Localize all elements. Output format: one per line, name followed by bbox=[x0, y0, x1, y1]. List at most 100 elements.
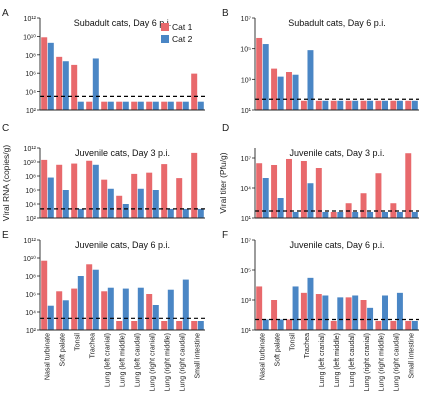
bar-cat1 bbox=[271, 164, 278, 218]
y-tick-label: 10⁵ bbox=[240, 268, 251, 275]
bar-cat2 bbox=[182, 101, 189, 110]
bar-cat2 bbox=[411, 320, 418, 330]
panel-d: D Juvenile cats, Day 3 p.i. 10¹ 10⁴ 10⁷ Viral… bbox=[218, 123, 419, 223]
bar-cat2 bbox=[337, 297, 344, 330]
y-tick-label: 10¹² bbox=[24, 16, 37, 23]
bar-cat1 bbox=[116, 101, 123, 110]
x-tick-label: Lung (right cranial) bbox=[364, 333, 371, 391]
y-tick-label: 10⁴ bbox=[240, 186, 251, 193]
bar-cat1 bbox=[405, 100, 412, 110]
bar-cat2 bbox=[107, 188, 114, 218]
bar-cat2 bbox=[182, 208, 189, 218]
y-tick-label: 10⁴ bbox=[25, 310, 36, 317]
bar-cat1 bbox=[86, 264, 93, 330]
panel-title: Subadult cats, Day 6 p.i. bbox=[288, 18, 386, 28]
bar-cat1 bbox=[300, 161, 307, 218]
bar-cat2 bbox=[337, 211, 344, 218]
panel-a: A Subadult cats, Day 6 p.i. 10² 10⁴ 10⁶ 10⁸ 10… bbox=[2, 8, 205, 115]
bar-cat1 bbox=[191, 321, 198, 330]
bar-cat1 bbox=[101, 179, 108, 218]
bar-cat2 bbox=[47, 177, 54, 218]
bar-cat1 bbox=[330, 211, 337, 218]
bar-cat2 bbox=[292, 286, 299, 330]
bar-cat2 bbox=[77, 101, 84, 110]
bar-cat2 bbox=[137, 287, 144, 330]
bar-cat1 bbox=[176, 178, 183, 218]
bar-cat1 bbox=[405, 153, 412, 218]
bar-cat2 bbox=[322, 295, 329, 330]
bar-cat1 bbox=[390, 100, 397, 110]
x-tick-label: Lung (right middle) bbox=[165, 333, 172, 391]
bar-cat2 bbox=[77, 208, 84, 218]
panel-letter: D bbox=[222, 123, 229, 134]
x-tick-label: Small intestine bbox=[409, 333, 416, 379]
bar-cat1 bbox=[271, 300, 278, 330]
bar-cat1 bbox=[161, 164, 168, 218]
bar-cat1 bbox=[176, 101, 183, 110]
bar-cat1 bbox=[56, 291, 63, 330]
x-tick-label: Lung (left middle) bbox=[334, 333, 341, 387]
bar-cat1 bbox=[256, 286, 263, 330]
bar-cat2 bbox=[307, 183, 314, 218]
x-tick-label: Nasal turbinate bbox=[45, 333, 52, 380]
bar-cat1 bbox=[86, 160, 93, 218]
bar-cat2 bbox=[137, 101, 144, 110]
x-tick-label: Nasal turbinate bbox=[259, 333, 266, 380]
panel-letter: F bbox=[222, 230, 228, 241]
bar-cat1 bbox=[330, 320, 337, 330]
bar-cat1 bbox=[390, 203, 397, 218]
bar-cat2 bbox=[337, 100, 344, 110]
bar-cat1 bbox=[286, 72, 292, 110]
bar-cat1 bbox=[146, 294, 153, 330]
bar-cat2 bbox=[152, 101, 159, 110]
bar-cat2 bbox=[307, 50, 314, 110]
bar-cat2 bbox=[411, 211, 418, 218]
bar-cat1 bbox=[256, 37, 263, 110]
x-tick-label: Trachea bbox=[90, 333, 97, 359]
bar-cat2 bbox=[277, 319, 284, 330]
bar-cat1 bbox=[161, 101, 168, 110]
bar-cat1 bbox=[71, 288, 78, 330]
panel-f: F Juvenile cats, Day 6 p.i. 10¹ 10³ 10⁵ 10⁷ Na… bbox=[222, 230, 419, 391]
y-tick-label: 10⁶ bbox=[25, 188, 36, 195]
bar-cat2 bbox=[262, 319, 269, 330]
bar-cat2 bbox=[352, 100, 359, 110]
bar-cat1 bbox=[41, 260, 48, 330]
bar-cat1 bbox=[191, 152, 198, 218]
legend-label: Cat 1 bbox=[172, 22, 193, 32]
bar-cat1 bbox=[41, 37, 48, 110]
panel-title: Subadult cats, Day 6 p.i. bbox=[74, 18, 172, 28]
bar-cat1 bbox=[405, 320, 412, 330]
bar-cat2 bbox=[167, 101, 174, 110]
bar-cat2 bbox=[292, 211, 299, 218]
y-tick-label: 10¹ bbox=[241, 216, 252, 223]
bar-cat1 bbox=[116, 195, 123, 218]
x-tick-label: Lung (left cranial) bbox=[105, 333, 112, 387]
x-tick-label: Soft palate bbox=[60, 333, 67, 367]
bar-cat1 bbox=[375, 320, 382, 330]
y-tick-label: 10⁷ bbox=[241, 156, 252, 163]
bar-cat2 bbox=[277, 76, 284, 110]
bar-cat2 bbox=[92, 58, 99, 110]
x-tick-label: Lung (left caudal) bbox=[349, 333, 356, 387]
bar-cat1 bbox=[390, 320, 397, 330]
bar-cat2 bbox=[167, 208, 174, 218]
y-tick-label: 10⁶ bbox=[25, 71, 36, 78]
bar-cat1 bbox=[86, 101, 93, 110]
bar-cat2 bbox=[197, 101, 204, 110]
bar-cat1 bbox=[131, 101, 138, 110]
panel-e: E Juvenile cats, Day 6 p.i. 10² 10⁴ 10⁶ 10⁸ 10… bbox=[2, 230, 205, 391]
legend-swatch bbox=[161, 35, 169, 43]
bar-cat1 bbox=[56, 56, 63, 110]
y-tick-label: 10⁷ bbox=[241, 16, 252, 23]
bar-cat1 bbox=[375, 100, 382, 110]
bar-cat1 bbox=[101, 291, 108, 330]
y-tick-label: 10⁸ bbox=[25, 274, 36, 281]
bar-cat2 bbox=[382, 100, 388, 110]
y-tick-label: 10⁶ bbox=[25, 292, 36, 299]
y-tick-label: 10³ bbox=[241, 298, 252, 305]
bar-cat1 bbox=[131, 321, 138, 330]
bar-cat2 bbox=[197, 321, 204, 330]
bar-cat2 bbox=[92, 269, 99, 330]
